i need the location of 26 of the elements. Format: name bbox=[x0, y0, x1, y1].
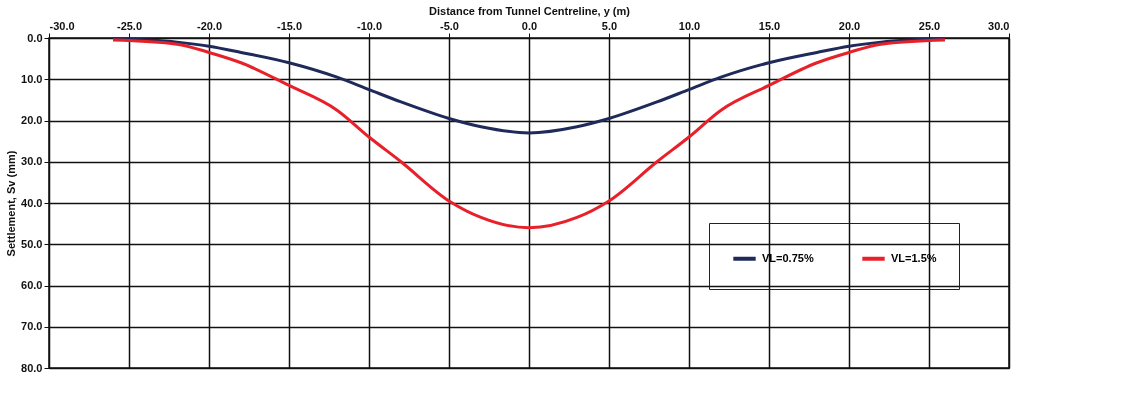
x-tick-label: 10.0 bbox=[678, 19, 701, 32]
x-axis-title: Distance from Tunnel Centreline, y (m) bbox=[429, 4, 631, 17]
y-tick-label: 20.0 bbox=[21, 114, 43, 126]
y-tick-label: 10.0 bbox=[21, 72, 43, 85]
x-tick-label: 25.0 bbox=[918, 19, 941, 32]
x-tick-label: 15.0 bbox=[758, 19, 781, 32]
x-tick-label: -20.0 bbox=[196, 19, 223, 32]
x-tick-label: 0.0 bbox=[521, 19, 538, 32]
y-tick-label: 50.0 bbox=[21, 237, 43, 250]
y-tick-label: 60.0 bbox=[21, 279, 43, 291]
x-tick-label: 30.0 bbox=[988, 19, 1010, 32]
line-series bbox=[111, 37, 947, 135]
x-tick-label: -5.0 bbox=[440, 19, 459, 32]
x-tick-label: -15.0 bbox=[276, 19, 303, 32]
y-tick-label: 30.0 bbox=[21, 155, 43, 168]
x-tick-label: -10.0 bbox=[356, 19, 383, 32]
y-tick-label: 40.0 bbox=[21, 196, 43, 209]
y-tick-label: 80.0 bbox=[21, 361, 43, 374]
y-axis-title: Settlement, Sv (mm) bbox=[5, 150, 18, 257]
x-tick-label: -30.0 bbox=[49, 19, 75, 32]
x-tick-label: 5.0 bbox=[601, 19, 618, 32]
x-tick-label: 20.0 bbox=[838, 19, 861, 32]
y-tick-label: 0.0 bbox=[27, 31, 43, 44]
y-tick-label: 70.0 bbox=[21, 320, 43, 333]
x-tick-label: -25.0 bbox=[116, 19, 143, 32]
line-series bbox=[111, 38, 947, 230]
